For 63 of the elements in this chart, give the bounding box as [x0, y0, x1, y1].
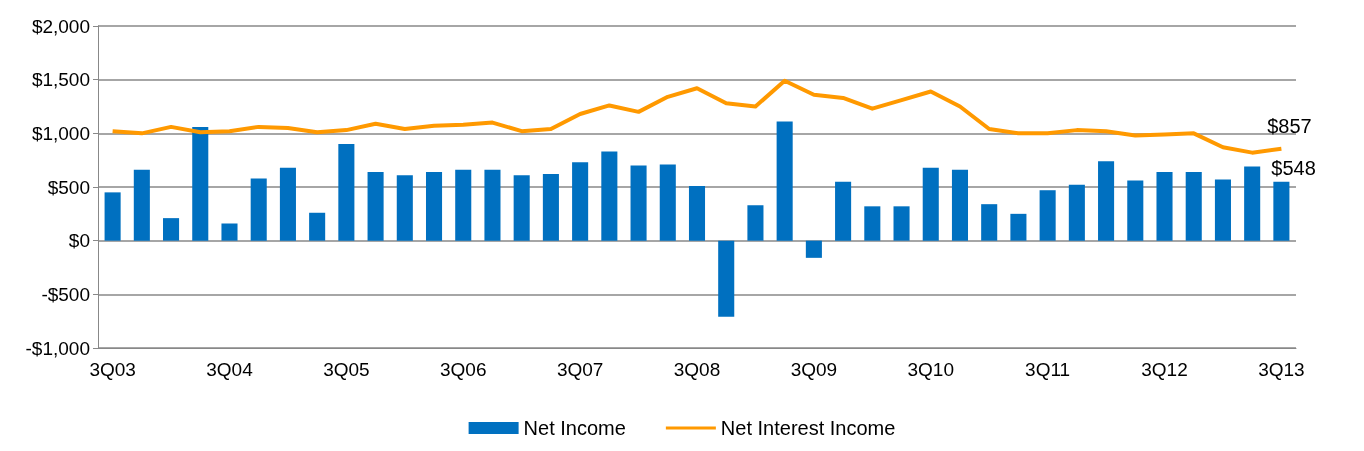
- bar: [981, 204, 998, 241]
- x-tick-label: 3Q10: [907, 359, 954, 380]
- bar: [747, 205, 764, 241]
- bar: [893, 206, 910, 241]
- x-tick-label: 3Q05: [323, 359, 370, 380]
- bar: [805, 240, 822, 258]
- y-tick-label: $1,500: [31, 69, 90, 91]
- bar: [776, 121, 793, 241]
- bar: [367, 171, 384, 241]
- x-tick-label: 3Q04: [206, 359, 254, 380]
- bar: [659, 164, 676, 241]
- x-tick-label: 3Q07: [556, 359, 604, 380]
- x-tick-label: 3Q11: [1025, 359, 1071, 380]
- x-tick-label: 3Q12: [1141, 359, 1188, 380]
- legend-label: Net Income: [523, 417, 626, 439]
- bar: [309, 212, 326, 241]
- bar: [572, 162, 589, 241]
- bar: [864, 206, 881, 241]
- y-tick-label: $1,000: [31, 122, 90, 144]
- data-label: $548: [1271, 156, 1316, 179]
- x-tick-label: 3Q06: [440, 359, 487, 380]
- bar: [688, 185, 706, 241]
- data-label: $857: [1267, 114, 1312, 137]
- bar: [1098, 161, 1115, 241]
- bar: [1127, 180, 1144, 241]
- x-tick-label: 3Q09: [790, 359, 838, 380]
- bar: [455, 169, 472, 241]
- bar: [542, 174, 559, 241]
- bar: [221, 223, 238, 241]
- bar: [1244, 166, 1261, 241]
- bar: [922, 167, 939, 241]
- x-tick-label: 3Q13: [1258, 359, 1305, 380]
- bar: [1068, 184, 1085, 241]
- bar: [104, 192, 121, 241]
- bar: [279, 167, 296, 241]
- bar: [133, 169, 150, 241]
- y-tick-label: $2,000: [31, 15, 90, 37]
- y-tick-label: -$500: [41, 283, 90, 305]
- bar: [338, 144, 355, 241]
- bar: [1039, 190, 1056, 241]
- bar: [163, 218, 180, 241]
- bar: [1156, 171, 1173, 241]
- y-tick-label: -$1,000: [25, 337, 90, 359]
- bar: [1214, 179, 1231, 241]
- bar: [425, 171, 443, 241]
- bar: [835, 181, 852, 241]
- y-tick-label: $0: [68, 230, 90, 252]
- x-tick-label: 3Q08: [673, 359, 721, 380]
- bar: [1010, 213, 1027, 241]
- bar: [718, 240, 735, 317]
- bar: [951, 169, 969, 241]
- bar: [630, 165, 647, 241]
- bar: [513, 175, 530, 241]
- bar: [1273, 181, 1290, 241]
- bar: [1185, 171, 1202, 241]
- legend-label: Net Interest Income: [720, 417, 896, 439]
- bar: [484, 169, 501, 241]
- bar: [192, 126, 209, 241]
- bar: [396, 175, 413, 241]
- bar: [250, 178, 267, 241]
- bar: [601, 151, 618, 241]
- x-tick-label: 3Q03: [89, 359, 136, 380]
- y-tick-label: $500: [47, 176, 90, 198]
